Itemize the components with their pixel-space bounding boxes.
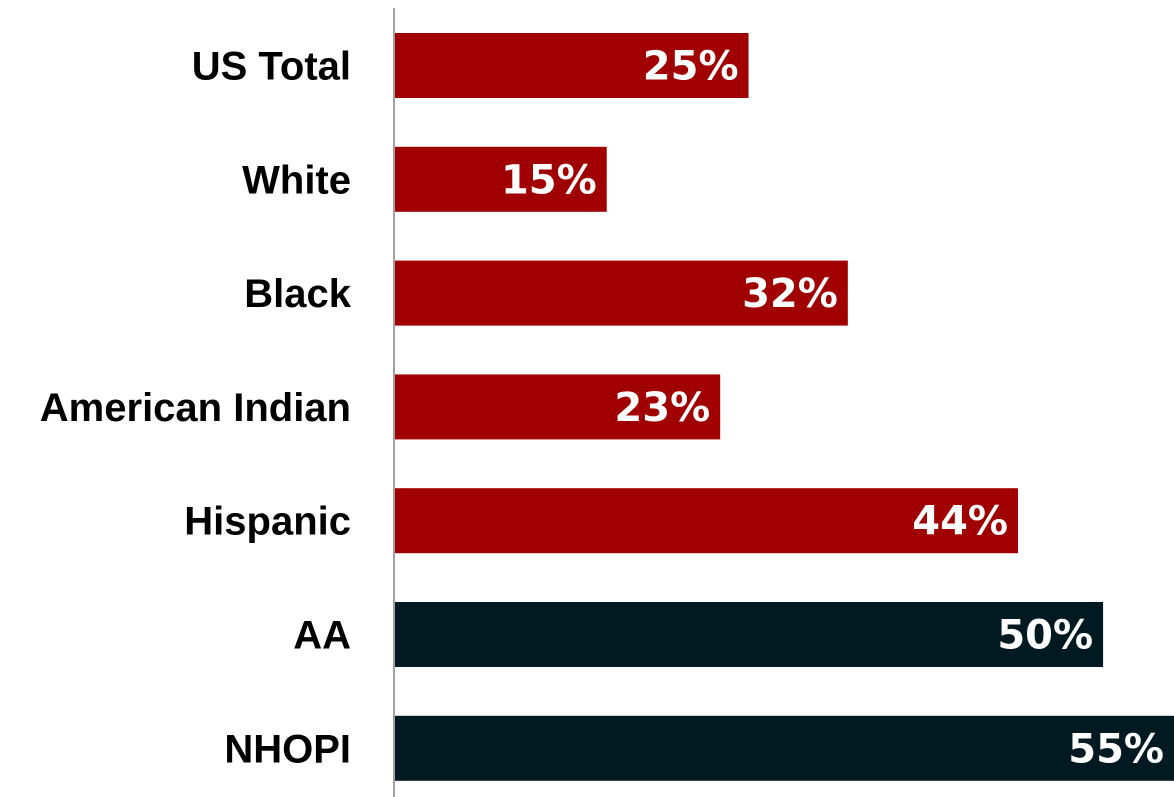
category-label-aa: AA	[293, 614, 351, 658]
value-label-american-indian: 23%	[614, 385, 710, 431]
category-label-american-indian: American Indian	[40, 386, 351, 430]
value-label-white: 15%	[501, 157, 597, 203]
bar-white	[394, 146, 607, 212]
value-label-us-total: 25%	[643, 44, 739, 90]
bar-aa	[394, 602, 1104, 667]
category-label-hispanic: Hispanic	[184, 500, 351, 544]
category-label-black: Black	[244, 272, 351, 316]
bars-group	[394, 33, 1174, 781]
category-labels-group: US Total White Black American Indian Hispani…	[40, 45, 352, 772]
category-label-nhopi: NHOPI	[224, 727, 351, 771]
value-label-black: 32%	[742, 271, 838, 317]
value-label-hispanic: 44%	[912, 499, 1008, 545]
category-label-us-total: US Total	[192, 45, 351, 89]
value-label-nhopi: 55%	[1068, 726, 1164, 772]
bar-american-indian	[394, 374, 721, 440]
bar-nhopi	[394, 715, 1174, 781]
bar-hispanic	[394, 488, 1018, 554]
category-label-white: White	[242, 158, 351, 202]
bar-black	[394, 260, 848, 326]
value-label-aa: 50%	[997, 613, 1093, 659]
bar-us-total	[394, 33, 749, 98]
value-labels-group: 25% 15% 32% 23% 44% 50% 55%	[501, 44, 1164, 773]
